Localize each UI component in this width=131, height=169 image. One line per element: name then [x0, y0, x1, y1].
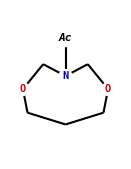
Circle shape [102, 83, 114, 95]
Text: O: O [20, 84, 26, 94]
Circle shape [59, 70, 72, 82]
Text: N: N [62, 71, 69, 81]
Circle shape [57, 29, 74, 46]
Text: O: O [105, 84, 111, 94]
Text: Ac: Ac [59, 33, 72, 43]
Circle shape [17, 83, 29, 95]
